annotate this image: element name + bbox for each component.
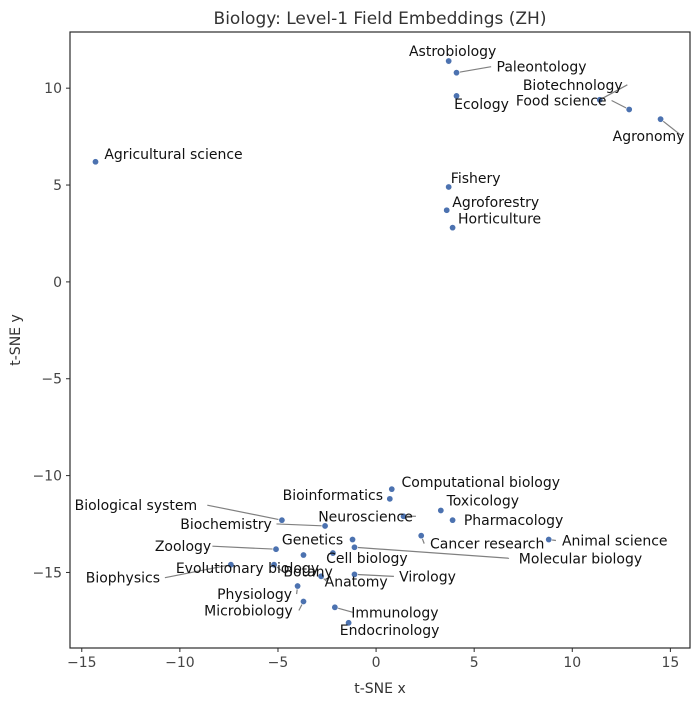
x-tick-label: 0: [372, 655, 381, 671]
y-tick-label: −10: [32, 469, 62, 485]
data-point: [449, 516, 457, 524]
data-point: [350, 570, 358, 578]
point-label: Physiology: [217, 587, 292, 603]
point-label: Astrobiology: [409, 44, 496, 60]
data-point: [449, 224, 457, 232]
data-point: [453, 92, 461, 100]
point-label: Horticulture: [458, 212, 541, 228]
leader-line: [212, 545, 277, 550]
point-label: Molecular biology: [519, 551, 642, 567]
data-point: [92, 158, 100, 166]
leader-line: [456, 66, 492, 74]
data-points: [92, 57, 665, 627]
data-point: [388, 485, 396, 493]
y-axis-ticks: −15 −10 −5 0 5 10: [32, 81, 70, 581]
point-label: Microbiology: [204, 604, 293, 620]
y-tick-label: −15: [32, 565, 62, 581]
point-label: Evolutionary biology: [176, 561, 319, 577]
data-point: [227, 561, 235, 569]
leader-line: [660, 118, 683, 137]
data-point: [272, 545, 280, 553]
point-label: Botany: [283, 565, 332, 581]
data-point: [417, 532, 425, 540]
point-label: Pharmacology: [464, 513, 564, 529]
plot-frame: [69, 31, 691, 649]
data-point: [321, 522, 329, 530]
data-point: [437, 506, 445, 514]
x-tick-label: −10: [165, 655, 195, 671]
point-label: Neuroscience: [318, 509, 413, 525]
point-label: Virology: [399, 569, 456, 585]
data-point: [657, 115, 665, 123]
x-axis-ticks: −15 −10 −5 0 5 10 15: [67, 648, 679, 671]
point-label: Computational biology: [402, 475, 561, 491]
data-point: [386, 495, 394, 503]
leader-line: [207, 504, 283, 521]
point-label: Biochemistry: [180, 517, 272, 533]
data-point: [443, 206, 451, 214]
point-label: Food science: [516, 93, 607, 109]
data-point: [453, 69, 461, 77]
data-point: [350, 543, 358, 551]
chart-title: Biology: Level-1 Field Embeddings (ZH): [214, 9, 547, 29]
data-point: [349, 536, 357, 544]
leader-line: [354, 546, 510, 559]
point-label: Immunology: [351, 605, 438, 621]
point-label: Biological system: [75, 498, 198, 514]
point-label: Bioinformatics: [283, 488, 383, 504]
x-tick-label: 15: [661, 655, 679, 671]
x-tick-label: −15: [67, 655, 97, 671]
x-tick-label: −5: [268, 655, 289, 671]
data-point: [294, 582, 302, 590]
point-label: Agricultural science: [104, 147, 242, 163]
point-label: Endocrinology: [340, 623, 440, 639]
y-tick-label: 10: [44, 81, 62, 97]
data-point: [545, 536, 553, 544]
data-point: [278, 516, 286, 524]
point-label: Biophysics: [86, 571, 160, 587]
point-label: Agronomy: [613, 129, 685, 145]
point-label: Biotechnology: [523, 78, 623, 94]
point-label: Anatomy: [325, 574, 388, 590]
point-label: Cell biology: [326, 551, 408, 567]
point-label: Agroforestry: [452, 195, 539, 211]
data-point: [445, 57, 453, 65]
y-axis-label: t-SNE y: [8, 314, 24, 365]
point-label: Genetics: [282, 533, 343, 549]
data-point: [445, 183, 453, 191]
point-label: Zoology: [155, 539, 211, 555]
leader-line: [599, 84, 628, 101]
leader-line: [164, 564, 232, 579]
y-tick-label: 0: [53, 275, 62, 291]
data-point: [270, 561, 278, 569]
data-point: [345, 619, 353, 627]
data-point: [331, 603, 339, 611]
data-point: [299, 551, 307, 559]
point-label: Animal science: [562, 534, 668, 550]
data-point: [400, 512, 408, 520]
x-axis-label: t-SNE x: [354, 681, 405, 697]
x-tick-label: 10: [563, 655, 581, 671]
y-tick-label: −5: [41, 372, 62, 388]
data-point: [329, 549, 337, 557]
data-point: [299, 598, 307, 606]
y-tick-label: 5: [53, 178, 62, 194]
point-label: Cancer research: [430, 537, 544, 553]
point-label: Ecology: [454, 97, 509, 113]
point-label: Toxicology: [446, 493, 519, 509]
point-label: Fishery: [451, 171, 501, 187]
x-tick-label: 5: [470, 655, 479, 671]
data-point: [625, 105, 633, 113]
point-label: Paleontology: [497, 60, 587, 76]
data-point: [596, 96, 604, 104]
data-point: [317, 572, 325, 580]
leader-line: [354, 573, 394, 577]
leader-lines: [164, 66, 683, 613]
leader-line: [276, 523, 326, 527]
